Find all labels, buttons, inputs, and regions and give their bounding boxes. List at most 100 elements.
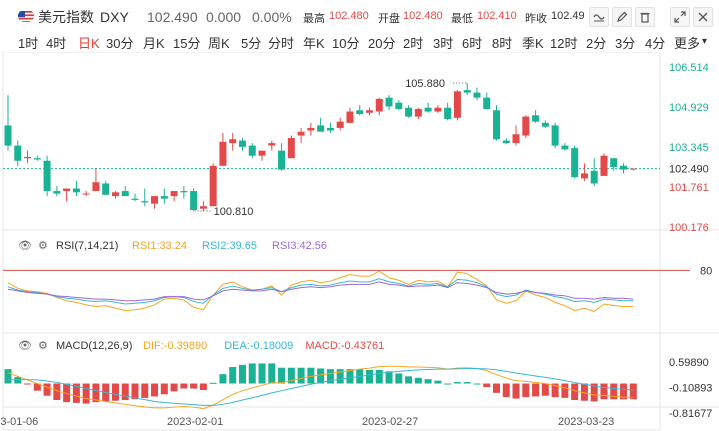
y-tick-label-4: 101.761 (669, 182, 709, 194)
period-tab-11[interactable]: 20分 (368, 36, 396, 51)
macd-bar-33 (326, 369, 334, 384)
period-tab-18[interactable]: 2分 (586, 36, 607, 51)
instrument-symbol: DXY (100, 9, 129, 25)
period-tab-5[interactable]: 15分 (173, 36, 201, 51)
y-tick-label-2: 103.345 (669, 142, 709, 154)
macd-settings-icon: ⚙ (38, 340, 48, 352)
pen-icon[interactable] (612, 7, 632, 27)
candle-body-34 (336, 121, 344, 128)
period-tab-2[interactable]: 日K (78, 36, 100, 51)
macd-bar-22 (219, 374, 227, 384)
candle-body-3 (33, 158, 41, 160)
candle-body-5 (53, 191, 61, 194)
y-tick-label-1: 104.929 (669, 102, 709, 114)
x-tick-label-3: 2023-03-23 (558, 416, 614, 428)
candle-body-36 (356, 110, 364, 115)
delete-icon[interactable] (635, 7, 655, 27)
macd-bar-50 (493, 383, 500, 393)
candle-body-24 (238, 140, 246, 147)
macd-bar-54 (532, 383, 540, 397)
macd-bar-57 (561, 383, 569, 398)
period-tab-13[interactable]: 3时 (433, 36, 454, 51)
rsi-line-1 (7, 278, 634, 305)
low-value: 102.410 (477, 10, 517, 22)
candle-body-39 (385, 97, 393, 107)
period-tab-8[interactable]: 分时 (268, 36, 295, 51)
macd-bar-14 (141, 383, 149, 398)
candle-body-17 (170, 191, 178, 197)
candle-body-16 (160, 196, 168, 199)
macd-dea-line (7, 367, 634, 406)
macd-bar-32 (317, 368, 325, 384)
period-tab-4[interactable]: 月K (143, 36, 165, 51)
rsi-line-2 (7, 281, 634, 302)
macd-bar-15 (151, 383, 159, 397)
period-tab-3[interactable]: 30分 (106, 36, 134, 51)
quote-header: 美元指数 DXY 102.490 0.000 0.00% 最高 102.480 … (0, 0, 719, 30)
period-tab-9[interactable]: 年K (303, 36, 325, 51)
period-tab-1[interactable]: 4时 (46, 36, 67, 51)
macd-bar-7 (72, 383, 80, 403)
close-icon[interactable] (693, 7, 713, 27)
macd-bar-19 (190, 383, 198, 389)
candle-body-27 (268, 143, 276, 146)
expand-icon[interactable] (670, 7, 690, 27)
period-tab-12[interactable]: 2时 (403, 36, 424, 51)
period-tab-0[interactable]: 1时 (18, 36, 39, 51)
period-tab-10[interactable]: 10分 (332, 36, 360, 51)
rsi-settings-icon: ⚙ (38, 240, 48, 252)
period-tab-16[interactable]: 季K (522, 36, 544, 51)
candle-body-44 (434, 107, 442, 112)
macd-bar-40 (395, 373, 403, 384)
macd-dif-line (7, 365, 634, 410)
candle-body-43 (424, 107, 432, 112)
period-tab-21[interactable]: 更多 (674, 36, 701, 51)
rsi-legend-2: RSI3:42.56 (272, 240, 327, 252)
macd-bar-23 (229, 367, 237, 384)
x-tick-label-1: 2023-02-01 (167, 416, 223, 428)
period-tab-20[interactable]: 4分 (645, 36, 666, 51)
macd-bar-63 (620, 383, 628, 400)
macd-bar-20 (199, 383, 207, 390)
us-flag-icon (18, 10, 34, 22)
period-tab-7[interactable]: 5分 (241, 36, 262, 51)
macd-bar-52 (512, 383, 520, 399)
macd-bar-1 (14, 377, 22, 384)
candle-body-45 (444, 107, 452, 120)
period-tab-19[interactable]: 3分 (615, 36, 636, 51)
period-tab-14[interactable]: 6时 (462, 36, 483, 51)
macd-bar-42 (414, 377, 422, 384)
macd-bar-56 (551, 383, 559, 398)
macd-bar-41 (405, 376, 413, 384)
macd-bar-28 (278, 367, 286, 384)
x-tick-label-0: 2023-01-06 (0, 416, 38, 428)
candle-body-29 (287, 138, 295, 159)
price-change-pct: 0.00% (252, 9, 292, 25)
wave-tool-icon[interactable] (589, 7, 609, 27)
macd-bar-24 (238, 364, 246, 384)
kline-chart[interactable]: 106.514 104.929 103.345 102.490 101.761 100.1… (0, 52, 719, 431)
macd-y-label-2: -0.81677 (669, 408, 712, 420)
prev-close-value: 102.49 (551, 10, 585, 22)
macd-bar-38 (375, 369, 383, 384)
high-label: 最高 (303, 13, 325, 25)
candle-body-38 (375, 98, 383, 112)
period-tab-17[interactable]: 12时 (550, 36, 578, 51)
macd-bar-11 (111, 383, 119, 401)
candle-body-21 (209, 165, 217, 207)
candle-body-23 (229, 139, 237, 144)
candle-body-31 (307, 127, 315, 131)
candle-body-59 (580, 173, 588, 179)
prev-close-label: 昨收 (525, 13, 547, 25)
period-tab-15[interactable]: 8时 (492, 36, 513, 51)
candle-body-56 (551, 125, 559, 146)
candle-body-57 (561, 145, 569, 150)
macd-bar-21 (209, 382, 217, 384)
period-tab-6[interactable]: 周K (208, 36, 230, 51)
macd-bar-34 (336, 369, 344, 384)
candle-body-15 (151, 196, 159, 204)
candle-body-8 (82, 193, 90, 195)
y-tick-label-0: 106.514 (669, 62, 709, 74)
more-chevron-icon[interactable]: ▾ (702, 36, 708, 47)
macd-bar-17 (170, 383, 178, 392)
